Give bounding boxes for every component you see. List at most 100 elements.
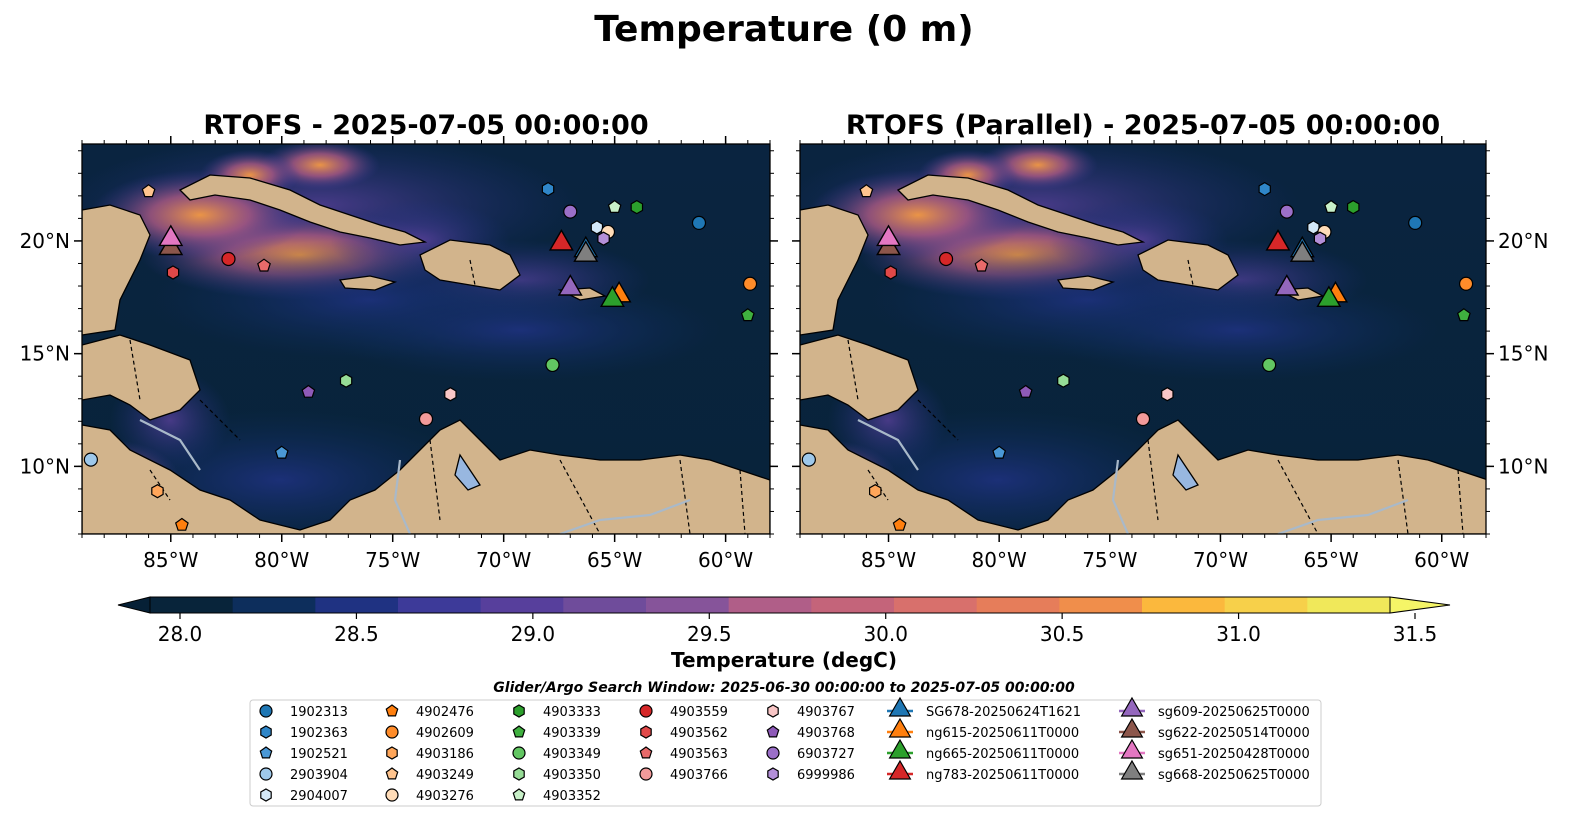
- legend-entry: 1902363: [260, 725, 348, 741]
- legend-label: ng665-20250611T0000: [926, 747, 1079, 762]
- float-marker-1902363: [541, 181, 555, 197]
- legend-entry: 1902521: [259, 746, 348, 762]
- legend-label: SG678-20250624T1621: [926, 705, 1081, 720]
- float-marker-2904007: [590, 220, 604, 235]
- colorbar-bin: [894, 597, 978, 613]
- legend-float-symbol: [385, 788, 399, 802]
- legend-label: 4903767: [797, 705, 855, 720]
- glider-marker-sg668-20250625T0000: [573, 240, 599, 262]
- colorbar-tick-label: 30.5: [1040, 622, 1085, 646]
- float-marker-1902313: [1408, 215, 1423, 231]
- legend-entry: 2904007: [260, 788, 348, 804]
- markers-layer: [83, 181, 758, 531]
- float-marker-4903559: [938, 251, 954, 267]
- x-tick-label: 60°W: [698, 548, 753, 572]
- float-marker-4903350: [1057, 373, 1070, 388]
- legend-glider-symbol: [888, 696, 912, 717]
- float-marker-4903249: [141, 184, 156, 198]
- float-marker-4903768: [1018, 384, 1033, 398]
- legend-label: ng615-20250611T0000: [926, 726, 1079, 741]
- float-marker-4902609: [1458, 276, 1474, 291]
- legend-entry: 4902476: [385, 704, 474, 720]
- legend-float-symbol: [639, 767, 653, 781]
- legend-entry: 4903349: [512, 746, 601, 762]
- legend-label: 4903276: [416, 789, 474, 804]
- legend-entry: 6903727: [766, 746, 855, 762]
- legend-label: 2904007: [290, 789, 348, 804]
- legend-float-symbol: [512, 788, 526, 801]
- legend-float-symbol: [767, 767, 779, 781]
- float-marker-4903333: [1346, 199, 1360, 215]
- float-marker-4903349: [1262, 357, 1277, 373]
- map-axes: 85°W 80°W 75°W 70°W 65°W 60°W 20°N 15°N 10°N: [20, 136, 778, 572]
- glider-marker-ng783-20250611T0000: [1265, 228, 1291, 251]
- y-tick-label: 10°N: [20, 454, 70, 478]
- float-marker-4903350: [339, 373, 353, 388]
- glider-marker-ng665-20250611T0000: [599, 285, 625, 307]
- legend-label: 6903727: [797, 747, 855, 762]
- legend-float-symbol: [385, 767, 399, 780]
- y-tick-label: 10°N: [1498, 454, 1548, 478]
- legend-label: 4903768: [797, 726, 855, 741]
- float-marker-4903559: [221, 251, 236, 267]
- legend-glider-symbol: [888, 717, 912, 738]
- legend-label: 4902476: [416, 705, 474, 720]
- legend-glider-symbol: [888, 738, 912, 759]
- glider-marker-sg651-20250428T0000: [158, 224, 184, 247]
- legend-entry: sg622-20250514T0000: [1119, 717, 1310, 741]
- colorbar-bin: [563, 597, 647, 613]
- legend-float-symbol: [639, 704, 653, 718]
- float-marker-1902521: [992, 445, 1007, 459]
- legend-label: 4903333: [543, 705, 601, 720]
- legend-float-symbol: [385, 725, 399, 739]
- colorbar-bin: [1142, 597, 1226, 613]
- x-tick-label: 65°W: [587, 548, 642, 572]
- legend-label: 4903562: [670, 726, 728, 741]
- legend-float-symbol: [512, 725, 526, 738]
- legend-float-symbol: [260, 788, 272, 802]
- legend-entry: 4903767: [767, 704, 855, 720]
- legend-label: 4903559: [670, 705, 728, 720]
- legend-label: 4903350: [543, 768, 601, 783]
- colorbar-bin: [480, 597, 564, 613]
- float-marker-4902476: [174, 517, 189, 531]
- float-marker-4903767: [444, 387, 457, 402]
- legend-entry: ng783-20250611T0000: [887, 759, 1079, 783]
- legend-entry: 4903766: [639, 767, 728, 783]
- legend-label: 4903249: [416, 768, 474, 783]
- float-marker-4903333: [630, 199, 644, 215]
- float-marker-4903352: [1324, 199, 1339, 213]
- float-marker-4903766: [1135, 411, 1151, 427]
- legend-entry: 2903904: [259, 767, 348, 783]
- x-tick-label: 70°W: [476, 548, 531, 572]
- y-tick-label: 15°N: [1498, 342, 1548, 366]
- colorbar-bin: [1059, 597, 1143, 613]
- legend-entry: ng665-20250611T0000: [887, 738, 1079, 762]
- legend-label: 6999986: [797, 768, 855, 783]
- legend-label: 1902363: [290, 726, 348, 741]
- colorbar-bin: [398, 597, 482, 613]
- colorbar-tick-label: 29.0: [511, 622, 556, 646]
- legend-entry: 4903559: [639, 704, 728, 720]
- colorbar-bin: [1224, 597, 1308, 613]
- legend-label: 4903349: [543, 747, 601, 762]
- legend-float-symbol: [260, 725, 272, 739]
- float-marker-4903352: [607, 199, 622, 213]
- legend-label: 4902609: [416, 726, 474, 741]
- colorbar-tick-label: 28.5: [334, 622, 379, 646]
- colorbar-frame: [149, 596, 1391, 614]
- legend-entry: sg651-20250428T0000: [1119, 738, 1310, 762]
- colorbar-bin: [976, 597, 1060, 613]
- float-marker-4903249: [859, 184, 874, 198]
- legend-entry: sg609-20250625T0000: [1119, 696, 1310, 720]
- colorbar-tick-label: 30.0: [863, 622, 908, 646]
- colorbar-bin: [646, 597, 730, 613]
- legend-label: 4903563: [670, 747, 728, 762]
- legend-label: ng783-20250611T0000: [926, 768, 1079, 783]
- float-marker-4903562: [884, 265, 898, 280]
- colorbar-tick-label: 31.0: [1216, 622, 1261, 646]
- x-tick-label: 85°W: [143, 548, 198, 572]
- x-tick-label: 65°W: [1303, 548, 1358, 572]
- legend-glider-symbol: [1120, 696, 1144, 717]
- map-axes: 85°W 80°W 75°W 70°W 65°W 60°W 20°N 15°N 10°N: [792, 136, 1548, 572]
